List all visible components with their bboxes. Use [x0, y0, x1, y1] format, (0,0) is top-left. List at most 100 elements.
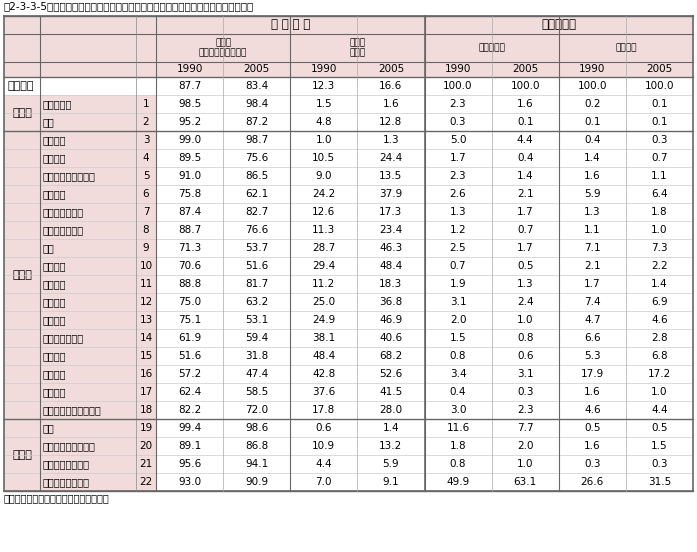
Text: 0.4: 0.4	[584, 135, 601, 145]
Text: 86.5: 86.5	[245, 171, 268, 181]
Bar	[4, 16, 156, 491]
Text: 7: 7	[143, 207, 149, 217]
Text: 29.4: 29.4	[312, 261, 335, 271]
Text: 93.0: 93.0	[178, 477, 201, 487]
Text: 6.4: 6.4	[651, 189, 668, 199]
Text: 産業全体: 産業全体	[7, 81, 33, 91]
Text: 2.0: 2.0	[450, 315, 466, 325]
Text: 75.1: 75.1	[178, 315, 201, 325]
Text: 98.6: 98.6	[245, 423, 268, 433]
Text: 24.2: 24.2	[312, 189, 335, 199]
Text: 87.7: 87.7	[178, 81, 201, 91]
Text: 電気機械: 電気機械	[43, 315, 66, 325]
Text: 17.9: 17.9	[581, 369, 604, 379]
Text: 9.0: 9.0	[316, 171, 332, 181]
Text: 48.4: 48.4	[379, 261, 403, 271]
Text: 9.1: 9.1	[383, 477, 399, 487]
Text: 2005: 2005	[646, 65, 673, 75]
Text: 31.8: 31.8	[245, 351, 268, 361]
Text: サービス、その他: サービス、その他	[43, 477, 90, 487]
Text: 1.7: 1.7	[517, 243, 533, 253]
Text: 第三次: 第三次	[12, 450, 32, 460]
Text: 3: 3	[143, 135, 149, 145]
Text: 3.1: 3.1	[450, 297, 466, 307]
Text: 精密機械: 精密機械	[43, 387, 66, 397]
Text: 59.4: 59.4	[245, 333, 268, 343]
Text: 1.1: 1.1	[651, 171, 668, 181]
Text: 5.9: 5.9	[383, 459, 399, 469]
Text: 6: 6	[143, 189, 149, 199]
Text: 89.1: 89.1	[178, 441, 201, 451]
Text: 81.7: 81.7	[245, 279, 268, 289]
Text: 24.9: 24.9	[312, 315, 335, 325]
Text: 88.8: 88.8	[178, 279, 201, 289]
Text: 1.4: 1.4	[651, 279, 668, 289]
Text: 1: 1	[143, 99, 149, 109]
Text: 17: 17	[139, 387, 153, 397]
Text: 94.1: 94.1	[245, 459, 268, 469]
Text: 19: 19	[139, 423, 153, 433]
Text: 11.6: 11.6	[447, 423, 470, 433]
Text: 98.5: 98.5	[178, 99, 201, 109]
Text: 42.8: 42.8	[312, 369, 335, 379]
Text: 4.4: 4.4	[316, 459, 332, 469]
Text: 98.4: 98.4	[245, 99, 268, 109]
Text: 0.8: 0.8	[517, 333, 533, 343]
Text: 68.2: 68.2	[379, 351, 403, 361]
Text: 38.1: 38.1	[312, 333, 335, 343]
Text: 12.8: 12.8	[379, 117, 403, 127]
Text: 国内生産額: 国内生産額	[478, 44, 505, 52]
Text: 10: 10	[139, 261, 153, 271]
Text: 46.3: 46.3	[379, 243, 403, 253]
Text: 情報・通信機器: 情報・通信機器	[43, 333, 84, 343]
Text: 0.5: 0.5	[517, 261, 533, 271]
Text: 0.8: 0.8	[450, 459, 466, 469]
Text: 0.5: 0.5	[651, 423, 668, 433]
Text: 18: 18	[139, 405, 153, 415]
Text: 鉱業: 鉱業	[43, 117, 55, 127]
Text: 繊維製品: 繊維製品	[43, 153, 66, 163]
Text: 1.4: 1.4	[383, 423, 399, 433]
Text: 37.6: 37.6	[312, 387, 335, 397]
Text: 41.5: 41.5	[379, 387, 403, 397]
Text: 0.5: 0.5	[584, 423, 601, 433]
Text: 1.0: 1.0	[517, 315, 533, 325]
Text: 1.5: 1.5	[316, 99, 332, 109]
Text: 1.9: 1.9	[450, 279, 466, 289]
Text: 24.4: 24.4	[379, 153, 403, 163]
Text: 1.3: 1.3	[450, 207, 466, 217]
Text: 5.9: 5.9	[584, 189, 601, 199]
Text: 28.0: 28.0	[379, 405, 402, 415]
Text: 10.9: 10.9	[312, 441, 335, 451]
Text: 2.6: 2.6	[450, 189, 466, 199]
Text: 0.3: 0.3	[651, 135, 668, 145]
Text: 82.2: 82.2	[178, 405, 201, 415]
Text: 51.6: 51.6	[245, 261, 268, 271]
Text: 4.6: 4.6	[584, 405, 601, 415]
Text: 電子部品: 電子部品	[43, 351, 66, 361]
Text: 6.6: 6.6	[584, 333, 601, 343]
Text: 外　需
輸　出: 外 需 輸 出	[349, 38, 365, 58]
Text: 1990: 1990	[445, 65, 471, 75]
Text: 11.3: 11.3	[312, 225, 335, 235]
Text: 1.8: 1.8	[651, 207, 668, 217]
Text: 62.4: 62.4	[178, 387, 201, 397]
Text: 6.8: 6.8	[651, 351, 668, 361]
Text: 金属製品: 金属製品	[43, 279, 66, 289]
Bar	[4, 16, 693, 77]
Text: 2.3: 2.3	[450, 171, 466, 181]
Text: 0.7: 0.7	[517, 225, 533, 235]
Text: 第一次: 第一次	[12, 108, 32, 118]
Text: 1.0: 1.0	[316, 135, 332, 145]
Text: 鉄鋼: 鉄鋼	[43, 243, 55, 253]
Text: 95.6: 95.6	[178, 459, 201, 469]
Text: 0.1: 0.1	[651, 99, 668, 109]
Text: 20: 20	[139, 441, 153, 451]
Text: 63.2: 63.2	[245, 297, 268, 307]
Text: 87.4: 87.4	[178, 207, 201, 217]
Text: 窯業・土石製品: 窯業・土石製品	[43, 225, 84, 235]
Text: 98.7: 98.7	[245, 135, 268, 145]
Text: 7.3: 7.3	[651, 243, 668, 253]
Text: 62.1: 62.1	[245, 189, 268, 199]
Text: 13.2: 13.2	[379, 441, 403, 451]
